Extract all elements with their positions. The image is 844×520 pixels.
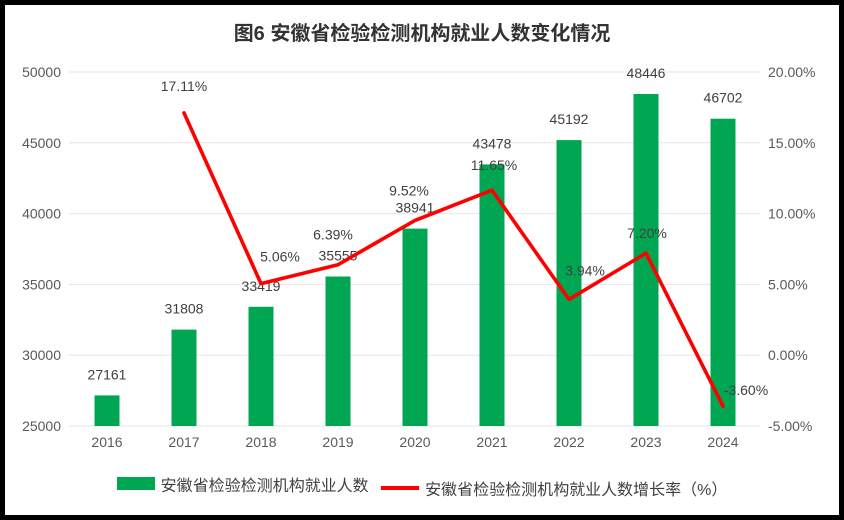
svg-text:5.00%: 5.00%	[768, 276, 808, 292]
svg-text:20.00%: 20.00%	[768, 64, 815, 80]
svg-text:2020: 2020	[399, 434, 430, 450]
svg-text:2018: 2018	[245, 434, 276, 450]
svg-text:2016: 2016	[91, 434, 122, 450]
svg-text:2024: 2024	[707, 434, 738, 450]
svg-text:45000: 45000	[22, 135, 61, 151]
svg-text:-5.00%: -5.00%	[768, 418, 812, 434]
svg-text:2021: 2021	[476, 434, 507, 450]
svg-text:2022: 2022	[553, 434, 584, 450]
svg-text:31808: 31808	[165, 301, 204, 317]
svg-text:2023: 2023	[630, 434, 661, 450]
svg-text:6.39%: 6.39%	[313, 227, 353, 243]
svg-text:46702: 46702	[704, 90, 743, 106]
svg-text:27161: 27161	[88, 366, 127, 382]
svg-text:10.00%: 10.00%	[768, 206, 815, 222]
svg-text:2017: 2017	[168, 434, 199, 450]
svg-text:35000: 35000	[22, 276, 61, 292]
svg-text:11.65%: 11.65%	[471, 157, 517, 173]
svg-text:43478: 43478	[473, 135, 512, 151]
svg-text:50000: 50000	[22, 64, 61, 80]
svg-text:15.00%: 15.00%	[768, 135, 815, 151]
svg-text:9.52%: 9.52%	[389, 182, 429, 198]
svg-text:7.20%: 7.20%	[627, 225, 667, 241]
svg-text:30000: 30000	[22, 347, 61, 363]
svg-text:40000: 40000	[22, 206, 61, 222]
svg-text:3.94%: 3.94%	[565, 262, 605, 278]
svg-text:25000: 25000	[22, 418, 61, 434]
svg-text:48446: 48446	[627, 65, 666, 81]
svg-text:2019: 2019	[322, 434, 353, 450]
svg-text:5.06%: 5.06%	[260, 249, 300, 265]
svg-text:-3.60%: -3.60%	[724, 382, 768, 398]
svg-text:45192: 45192	[550, 111, 589, 127]
svg-text:17.11%: 17.11%	[161, 78, 207, 94]
svg-text:0.00%: 0.00%	[768, 347, 808, 363]
